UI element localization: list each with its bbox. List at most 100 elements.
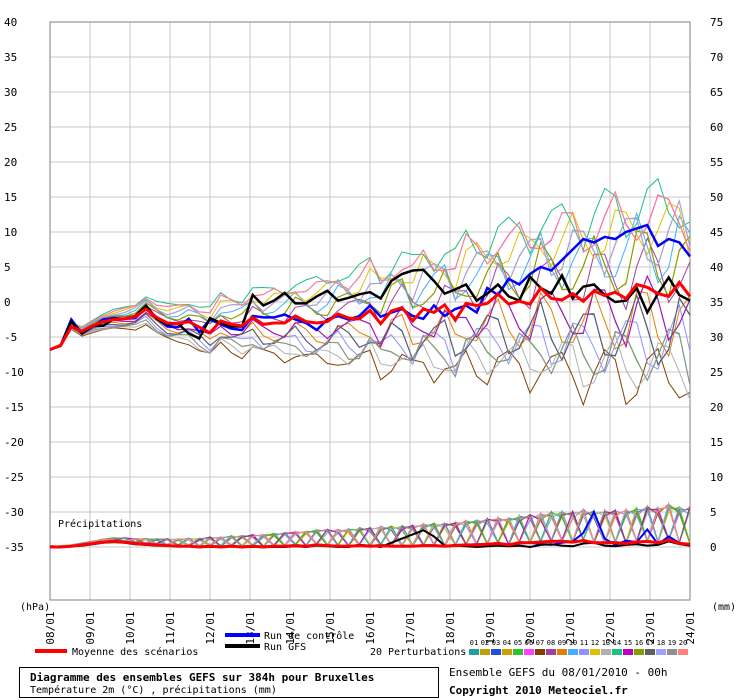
x-axis-date-label: 18/01 (444, 611, 457, 644)
x-axis-date-label: 10/01 (124, 611, 137, 644)
x-axis-date-label: 09/01 (84, 611, 97, 644)
legend-perturbation-id: 15 (624, 639, 632, 647)
ensemble-run-info: Ensemble GEFS du 08/01/2010 - 00h (449, 666, 668, 679)
right-axis-tick-label: 25 (710, 366, 723, 379)
right-axis-tick-label: 0 (710, 541, 717, 554)
x-axis-date-label: 12/01 (204, 611, 217, 644)
mean-precip-line (50, 538, 691, 549)
left-axis-tick-label: 15 (4, 191, 17, 204)
left-axis-tick-label: -25 (4, 471, 24, 484)
right-axis-tick-label: 15 (710, 436, 723, 449)
legend-perturbation-id: 11 (580, 639, 588, 647)
left-axis-tick-label: 25 (4, 121, 17, 134)
x-axis-date-label: 19/01 (484, 611, 497, 644)
legend-perturbation-swatch (491, 649, 501, 655)
chart-title: Diagramme des ensembles GEFS sur 384h po… (30, 671, 375, 684)
left-axis-tick-label: -30 (4, 506, 24, 519)
right-axis-tick-label: 55 (710, 156, 723, 169)
right-axis-tick-label: 70 (710, 51, 723, 64)
left-axis-unit: (hPa) (20, 602, 50, 613)
legend-perturbation-id: 07 (536, 639, 544, 647)
left-axis-tick-label: -20 (4, 436, 24, 449)
legend-control-label: Run de contrôle (264, 630, 354, 642)
legend-perturbation-swatch (645, 649, 655, 655)
legend-perturbation-id: 03 (492, 639, 500, 647)
legend-perturbation-id: 18 (657, 639, 665, 647)
right-axis-tick-label: 10 (710, 471, 723, 484)
perturbation-line (49, 177, 691, 351)
legend-perturbation-swatch (568, 649, 578, 655)
legend-perturbation-id: 17 (646, 639, 654, 647)
right-axis-tick-label: 75 (710, 16, 723, 29)
legend-perturbation-swatch (502, 649, 512, 655)
right-axis-unit: (mm) (712, 602, 736, 613)
legend-perturbation-swatch (667, 649, 677, 655)
legend-perturbation-id: 08 (547, 639, 555, 647)
right-axis-tick-label: 5 (710, 506, 717, 519)
left-axis-tick-label: 5 (4, 261, 11, 274)
x-axis-date-label: 15/01 (324, 611, 337, 644)
legend-perturbations-label: 20 Perturbations (370, 647, 466, 658)
legend-perturbation-id: 20 (679, 639, 687, 647)
right-axis-tick-label: 35 (710, 296, 723, 309)
mean-scenarios-line (49, 279, 692, 351)
x-axis-date-label: 13/01 (244, 611, 257, 644)
legend-perturbation-swatch (656, 649, 666, 655)
legend-perturbation-id: 13 (602, 639, 610, 647)
left-axis-tick-label: -15 (4, 401, 24, 414)
left-axis-tick-label: -10 (4, 366, 24, 379)
legend-perturbation-id: 16 (635, 639, 643, 647)
right-axis-tick-label: 60 (710, 121, 723, 134)
legend-perturbation-swatch (612, 649, 622, 655)
legend-gfs-label: Run GFS (264, 642, 306, 653)
x-axis-date-label: 17/01 (404, 611, 417, 644)
x-axis-date-label: 11/01 (164, 611, 177, 644)
x-axis-date-label: 22/01 (604, 611, 617, 644)
legend-perturbation-id: 12 (591, 639, 599, 647)
perturbation-line (49, 199, 691, 351)
legend-perturbation-id: 09 (558, 639, 566, 647)
legend-perturbation-swatch (469, 649, 479, 655)
copyright-notice: Copyright 2010 Meteociel.fr (449, 684, 628, 697)
right-axis-tick-label: 40 (710, 261, 723, 274)
legend-perturbation-id: 01 (470, 639, 478, 647)
legend-perturbation-id: 05 (514, 639, 522, 647)
left-axis-tick-label: -5 (4, 331, 17, 344)
x-axis-date-label: 16/01 (364, 611, 377, 644)
legend-perturbation-id: 14 (613, 639, 621, 647)
plot-frame (49, 21, 691, 601)
legend-perturbation-swatch (557, 649, 567, 655)
legend-perturbation-id: 19 (668, 639, 676, 647)
left-axis-tick-label: 20 (4, 156, 17, 169)
legend-perturbation-swatch (579, 649, 589, 655)
legend-perturbation-id: 06 (525, 639, 533, 647)
perturbation-line (49, 237, 691, 351)
legend-perturbation-swatch (634, 649, 644, 655)
legend-perturbation-swatch (546, 649, 556, 655)
left-axis-tick-label: 35 (4, 51, 17, 64)
perturbation-line (49, 190, 691, 351)
perturbation-line (49, 319, 691, 386)
legend-perturbation-swatch (601, 649, 611, 655)
legend-perturbation-swatch (480, 649, 490, 655)
chart-subtitle: Température 2m (°C) , précipitations (mm… (30, 685, 277, 696)
left-axis-tick-label: 30 (4, 86, 17, 99)
x-axis-date-label: 24/01 (684, 611, 697, 644)
legend-perturbation-swatch (524, 649, 534, 655)
legend-perturbation-id: 04 (503, 639, 511, 647)
right-axis-tick-label: 50 (710, 191, 723, 204)
legend-perturbation-swatch (590, 649, 600, 655)
legend-perturbation-id: 10 (569, 639, 577, 647)
x-axis-date-label: 21/01 (564, 611, 577, 644)
legend-perturbation-swatch (678, 649, 688, 655)
x-axis-date-label: 20/01 (524, 611, 537, 644)
legend-perturbation-swatch (623, 649, 633, 655)
perturbation-line (49, 322, 691, 400)
left-axis-tick-label: 10 (4, 226, 17, 239)
legend-mean-label: Moyenne des scénarios (72, 646, 198, 658)
x-axis-date-label: 23/01 (644, 611, 657, 644)
precipitation-label: Précipitations (58, 518, 142, 530)
left-axis-tick-label: 40 (4, 16, 17, 29)
legend-perturbation-swatch (535, 649, 545, 655)
